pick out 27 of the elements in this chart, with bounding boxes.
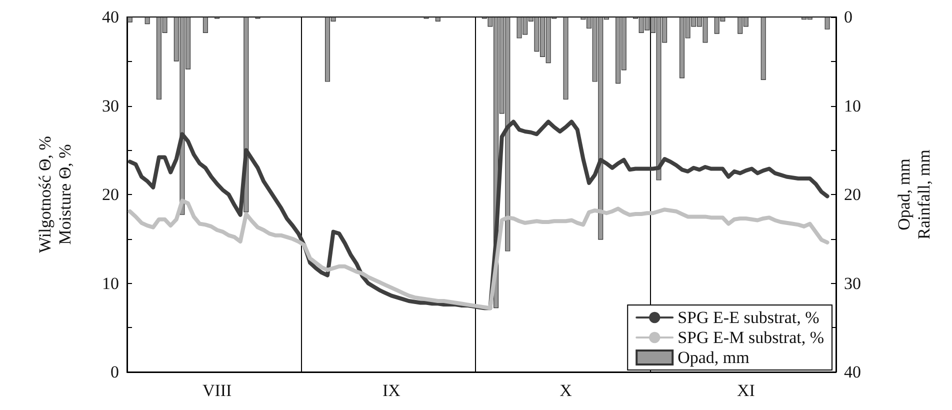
legend-label: SPG E-E substrat, % bbox=[678, 308, 820, 327]
y-tick-label: 20 bbox=[102, 185, 119, 204]
bar bbox=[760, 17, 766, 80]
y2-tick-label: 40 bbox=[844, 362, 861, 382]
y2-tick-label: 10 bbox=[844, 96, 861, 116]
y-axis-title: Wilgotność Θ, % Moisture Θ, % bbox=[36, 136, 74, 253]
y-tick-label: 30 bbox=[102, 96, 119, 116]
bar bbox=[127, 17, 132, 22]
x-tick-label: IX bbox=[382, 381, 400, 400]
bar bbox=[435, 17, 440, 22]
y2-tick-label: 30 bbox=[844, 274, 861, 293]
line-series bbox=[128, 198, 830, 310]
x-tick-label: XI bbox=[736, 381, 756, 400]
y-tick-label: 0 bbox=[110, 362, 119, 382]
legend-label: SPG E-M substrat, % bbox=[678, 328, 824, 347]
y-tick-label: 10 bbox=[102, 274, 119, 293]
y2-tick-label: 0 bbox=[844, 8, 852, 26]
bar bbox=[202, 17, 208, 33]
bar bbox=[144, 17, 150, 24]
legend-label: Opad, mm bbox=[678, 348, 750, 367]
x-tick-label: VIII bbox=[202, 381, 232, 400]
y2-tick-label: 20 bbox=[844, 185, 861, 204]
y2-axis-title: Opad, mm Rainfall, mm bbox=[894, 150, 934, 240]
y-tick-label: 40 bbox=[102, 8, 119, 26]
x-tick-label: X bbox=[560, 381, 572, 400]
bar bbox=[824, 17, 830, 30]
bar bbox=[563, 17, 568, 100]
